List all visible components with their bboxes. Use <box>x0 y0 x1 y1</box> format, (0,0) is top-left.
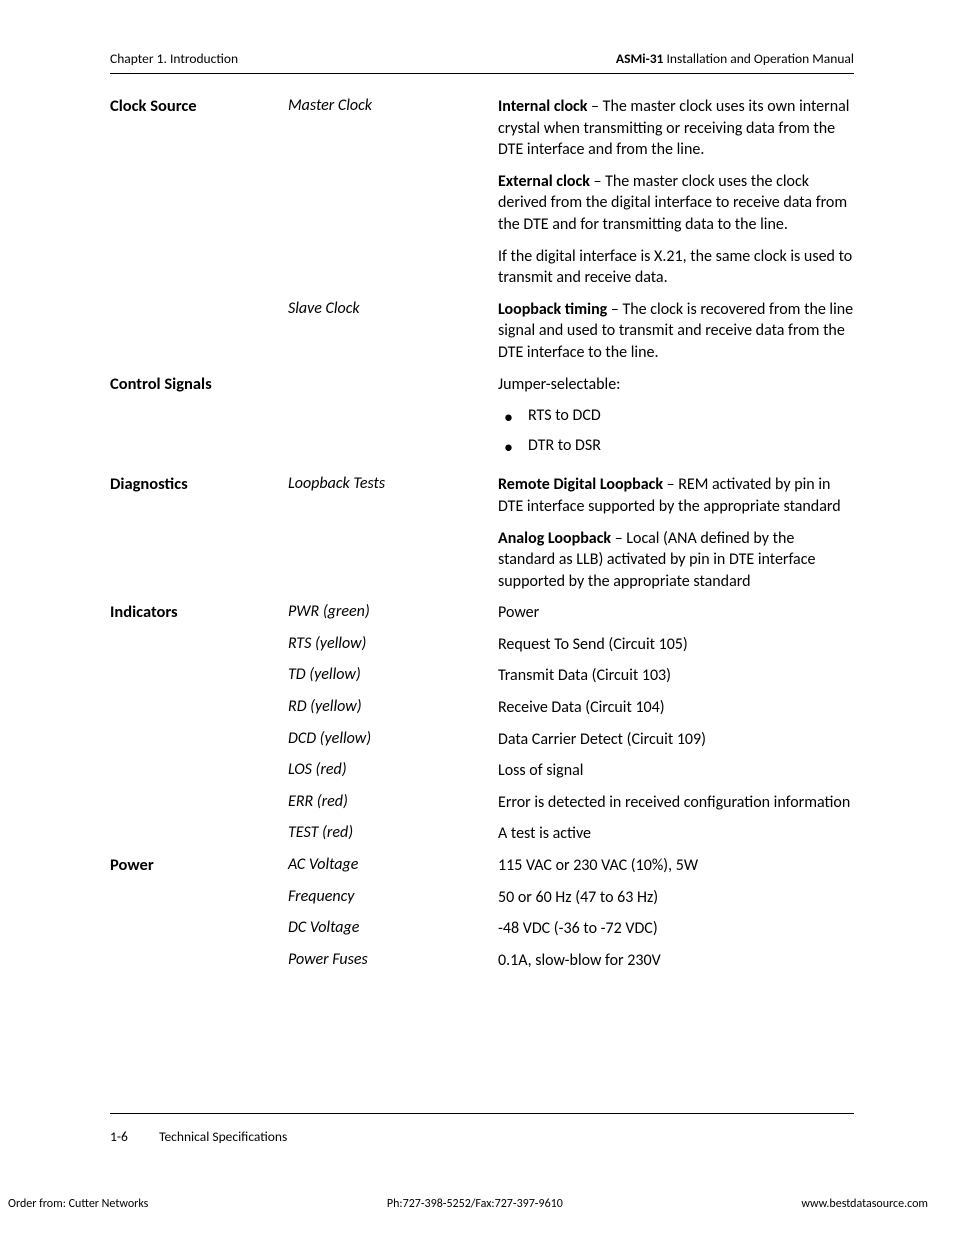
spec-row: IndicatorsPWR (green)Power <box>110 602 854 624</box>
spec-sublabel: PWR (green) <box>288 602 498 623</box>
spec-description: Loopback timing – The clock is recovered… <box>498 299 854 364</box>
spec-paragraph: Loopback timing – The clock is recovered… <box>498 299 854 364</box>
spec-lead-term: External clock <box>498 172 590 191</box>
spec-plain-text: 0.1A, slow-blow for 230V <box>498 951 661 970</box>
spec-row: DC Voltage-48 VDC (-36 to -72 VDC) <box>110 918 854 940</box>
spec-plain-text: Loss of signal <box>498 761 583 780</box>
spec-description: Remote Digital Loopback – REM activated … <box>498 474 854 592</box>
spec-sublabel: Master Clock <box>288 96 498 117</box>
spec-sublabel: ERR (red) <box>288 792 498 813</box>
spec-paragraph: If the digital interface is X.21, the sa… <box>498 246 854 289</box>
spec-row: DiagnosticsLoopback TestsRemote Digital … <box>110 474 854 592</box>
chapter-label: Chapter 1. Introduction <box>110 50 238 67</box>
spec-paragraph: Internal clock – The master clock uses i… <box>498 96 854 161</box>
spec-heading: Power <box>110 855 288 876</box>
spec-plain-text: Error is detected in received configurat… <box>498 793 850 812</box>
spec-intro: Jumper-selectable: <box>498 374 854 396</box>
spec-description: Data Carrier Detect (Circuit 109) <box>498 729 854 751</box>
document-footer: Order from: Cutter Networks Ph:727-398-5… <box>0 1197 954 1211</box>
spec-sublabel: Slave Clock <box>288 299 498 320</box>
spec-plain-text: Transmit Data (Circuit 103) <box>498 666 671 685</box>
footer-left: Order from: Cutter Networks <box>8 1197 148 1211</box>
spec-sublabel: Frequency <box>288 887 498 908</box>
spec-row: LOS (red)Loss of signal <box>110 760 854 782</box>
spec-sublabel: LOS (red) <box>288 760 498 781</box>
spec-row: DCD (yellow)Data Carrier Detect (Circuit… <box>110 729 854 751</box>
spec-description: Error is detected in received configurat… <box>498 792 854 814</box>
page-section-title: Technical Specifications <box>159 1128 287 1145</box>
spec-plain-text: Data Carrier Detect (Circuit 109) <box>498 730 706 749</box>
doc-model: ASMi-31 <box>616 50 664 67</box>
spec-lead-term: Internal clock <box>498 97 587 116</box>
spec-row: Frequency50 or 60 Hz (47 to 63 Hz) <box>110 887 854 909</box>
spec-plain-text: 50 or 60 Hz (47 to 63 Hz) <box>498 888 658 907</box>
spec-description: A test is active <box>498 823 854 845</box>
spec-heading: Control Signals <box>110 374 288 395</box>
spec-plain-text: Power <box>498 603 539 622</box>
spec-row: TEST (red)A test is active <box>110 823 854 845</box>
spec-sublabel: TEST (red) <box>288 823 498 844</box>
spec-plain-text: Request To Send (Circuit 105) <box>498 635 688 654</box>
spec-description: Loss of signal <box>498 760 854 782</box>
spec-lead-term: Analog Loopback <box>498 529 611 548</box>
spec-row: Power Fuses0.1A, slow-blow for 230V <box>110 950 854 972</box>
doc-title: ASMi-31 Installation and Operation Manua… <box>616 50 854 67</box>
spec-text: If the digital interface is X.21, the sa… <box>498 247 852 288</box>
spec-sublabel: DCD (yellow) <box>288 729 498 750</box>
spec-sublabel: Loopback Tests <box>288 474 498 495</box>
spec-row: Clock SourceMaster ClockInternal clock –… <box>110 96 854 289</box>
spec-sublabel: RD (yellow) <box>288 697 498 718</box>
spec-heading: Clock Source <box>110 96 288 117</box>
spec-paragraph: Remote Digital Loopback – REM activated … <box>498 474 854 517</box>
spec-table: Clock SourceMaster ClockInternal clock –… <box>110 96 854 971</box>
footer-center: Ph:727-398-5252/Fax:727-397-9610 <box>387 1197 563 1211</box>
spec-lead-term: Remote Digital Loopback <box>498 475 663 494</box>
spec-lead-term: Loopback timing <box>498 300 607 319</box>
spec-description: Jumper-selectable: RTS to DCD DTR to DSR <box>498 374 854 465</box>
spec-heading: Indicators <box>110 602 288 623</box>
spec-row: Control Signals Jumper-selectable: RTS to … <box>110 374 854 465</box>
spec-sublabel: RTS (yellow) <box>288 634 498 655</box>
spec-row: TD (yellow)Transmit Data (Circuit 103) <box>110 665 854 687</box>
spec-plain-text: Receive Data (Circuit 104) <box>498 698 665 717</box>
page-number: 1-6 <box>110 1128 156 1145</box>
spec-description: 115 VAC or 230 VAC (10%), 5W <box>498 855 854 877</box>
spec-description: Transmit Data (Circuit 103) <box>498 665 854 687</box>
spec-plain-text: -48 VDC (-36 to -72 VDC) <box>498 919 658 938</box>
page-footer-section: 1-6 Technical Specifications <box>110 1113 854 1145</box>
spec-heading: Diagnostics <box>110 474 288 495</box>
spec-row: ERR (red)Error is detected in received c… <box>110 792 854 814</box>
spec-bullet-item: DTR to DSR <box>498 435 854 457</box>
doc-title-rest: Installation and Operation Manual <box>663 50 854 67</box>
spec-sublabel: DC Voltage <box>288 918 498 939</box>
spec-description: -48 VDC (-36 to -72 VDC) <box>498 918 854 940</box>
spec-plain-text: A test is active <box>498 824 591 843</box>
spec-description: Request To Send (Circuit 105) <box>498 634 854 656</box>
spec-paragraph: External clock – The master clock uses t… <box>498 171 854 236</box>
spec-description: 50 or 60 Hz (47 to 63 Hz) <box>498 887 854 909</box>
spec-bullet-item: RTS to DCD <box>498 405 854 427</box>
spec-paragraph: Analog Loopback – Local (ANA defined by … <box>498 528 854 593</box>
spec-row: RTS (yellow)Request To Send (Circuit 105… <box>110 634 854 656</box>
spec-plain-text: 115 VAC or 230 VAC (10%), 5W <box>498 856 698 875</box>
spec-description: 0.1A, slow-blow for 230V <box>498 950 854 972</box>
spec-row: Slave ClockLoopback timing – The clock i… <box>110 299 854 364</box>
spec-sublabel: Power Fuses <box>288 950 498 971</box>
spec-description: Power <box>498 602 854 624</box>
spec-description: Internal clock – The master clock uses i… <box>498 96 854 289</box>
spec-description: Receive Data (Circuit 104) <box>498 697 854 719</box>
page-header: Chapter 1. Introduction ASMi-31 Installa… <box>110 50 854 74</box>
footer-right: www.bestdatasource.com <box>801 1197 928 1211</box>
spec-sublabel: AC Voltage <box>288 855 498 876</box>
spec-row: RD (yellow)Receive Data (Circuit 104) <box>110 697 854 719</box>
spec-row: PowerAC Voltage115 VAC or 230 VAC (10%),… <box>110 855 854 877</box>
spec-bullet-list: RTS to DCD DTR to DSR <box>498 405 854 456</box>
spec-sublabel: TD (yellow) <box>288 665 498 686</box>
